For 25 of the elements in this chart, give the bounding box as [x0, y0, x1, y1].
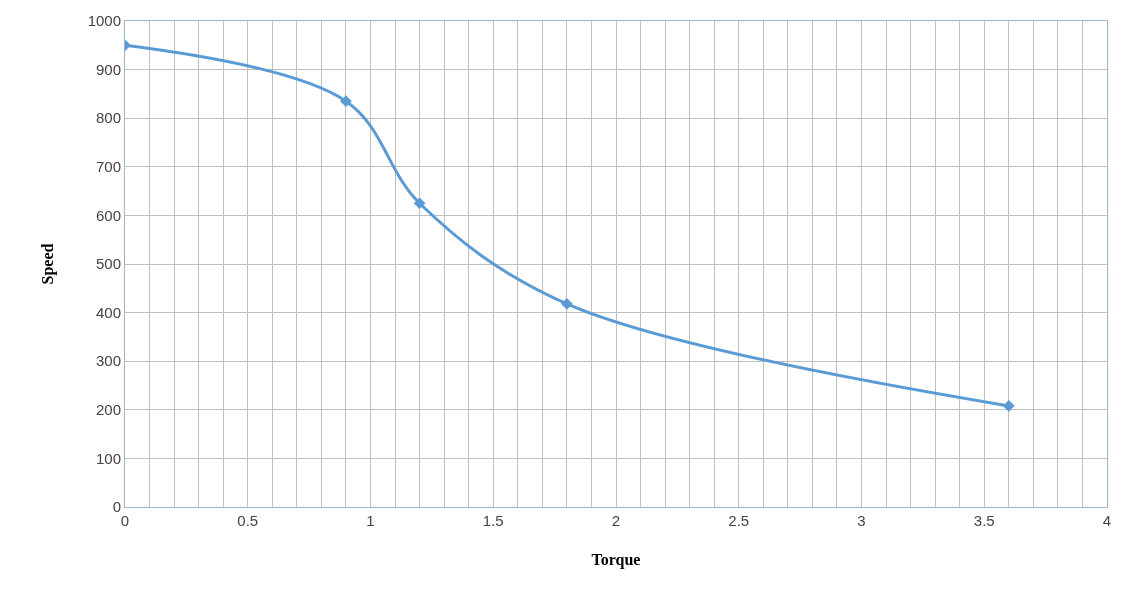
y-tick-label: 1000	[87, 12, 121, 30]
y-tick-label: 500	[95, 255, 121, 273]
point	[413, 197, 426, 210]
y-tick-label: 0	[112, 498, 121, 516]
x-tick-label: 3.5	[973, 512, 995, 529]
y-tick-label: 700	[95, 158, 121, 176]
x-axis-title: Torque	[591, 550, 641, 569]
y-tick-label: 800	[95, 109, 121, 127]
y-axis-title: Speed	[38, 243, 57, 285]
y-tick-label: 400	[95, 303, 121, 321]
x-tick-label: 0.5	[237, 512, 259, 529]
point	[340, 95, 352, 108]
point	[1002, 400, 1015, 412]
x-tick-label: 1.5	[482, 512, 504, 529]
y-tick-label: 600	[95, 206, 121, 224]
x-tick-label: 2	[611, 512, 621, 529]
x-tick-label: 1	[366, 512, 375, 529]
y-tick-label: 900	[95, 60, 121, 78]
y-tick-label: 100	[95, 449, 121, 467]
y-tick-label: 300	[95, 352, 121, 370]
x-tick-label: 2.5	[728, 512, 750, 529]
y-tick-label: 200	[95, 401, 121, 419]
point	[561, 298, 573, 310]
x-tick-label: 3	[857, 512, 866, 529]
x-tick-label: 4	[1102, 512, 1112, 529]
